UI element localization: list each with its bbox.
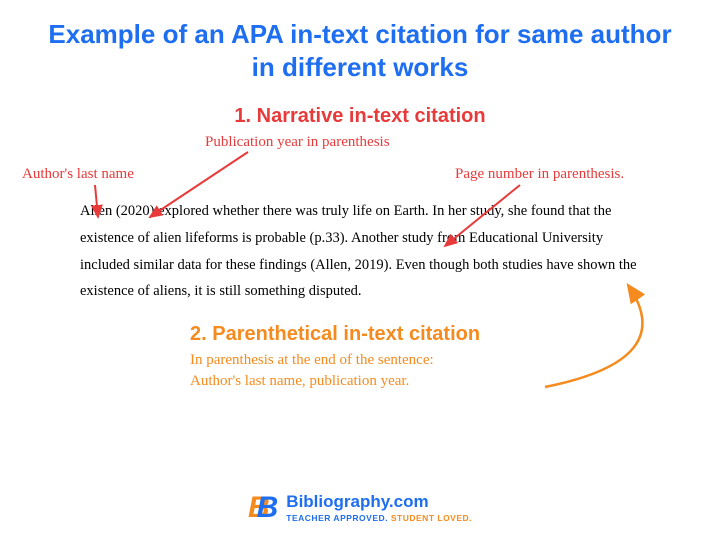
note-line-1: In parenthesis at the end of the sentenc… — [190, 350, 720, 371]
note-line-2: Author's last name, publication year. — [190, 371, 720, 392]
parenthetical-note: In parenthesis at the end of the sentenc… — [190, 350, 720, 392]
annotation-author-name: Author's last name — [22, 165, 134, 185]
footer: BB Bibliography.com TEACHER APPROVED. ST… — [0, 492, 720, 523]
page-title: Example of an APA in-text citation for s… — [0, 0, 720, 83]
annotation-pub-year: Publication year in parenthesis — [205, 133, 390, 153]
footer-tagline: TEACHER APPROVED. STUDENT LOVED. — [286, 513, 472, 523]
section-2-title: 2. Parenthetical in-text citation — [190, 323, 720, 346]
citation-paragraph: Allen (2020) explored whether there was … — [80, 198, 640, 305]
logo-icon: BB — [248, 493, 278, 523]
annotation-page-num: Page number in parenthesis. — [455, 165, 624, 185]
section-1-title: 1. Narrative in-text citation — [0, 105, 720, 128]
footer-brand: Bibliography.com — [286, 492, 472, 512]
